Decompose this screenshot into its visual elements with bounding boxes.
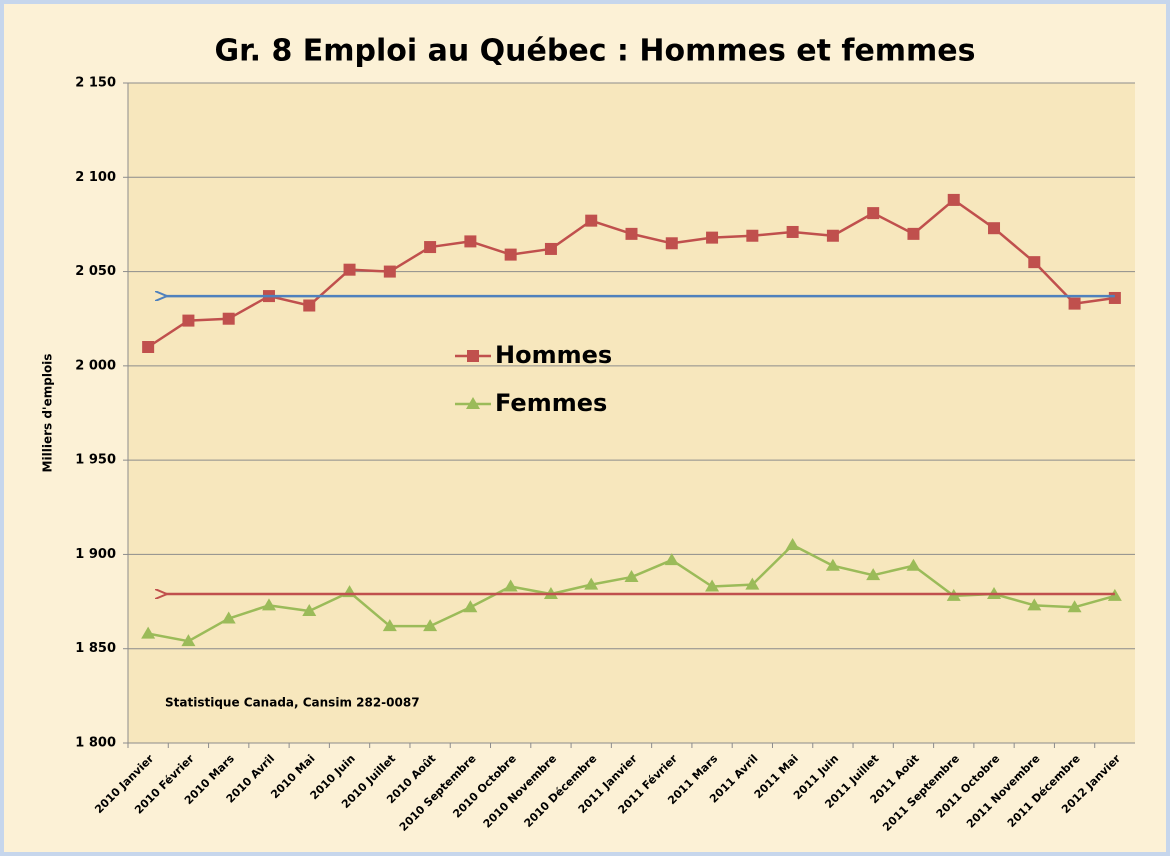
legend-marker [466, 397, 480, 409]
y-tick-label: 2 150 [75, 76, 116, 91]
point-marker [665, 237, 678, 250]
point-marker [1108, 291, 1121, 304]
y-tick-label: 2 100 [75, 170, 116, 185]
y-tick-label: 1 950 [75, 453, 116, 468]
point-marker [261, 598, 276, 611]
point-marker [1028, 256, 1041, 269]
y-tick-label: 1 850 [75, 641, 116, 656]
point-marker [826, 229, 839, 242]
point-marker [181, 634, 196, 647]
point-marker [1067, 600, 1082, 613]
point-marker [302, 604, 317, 616]
point-marker [746, 229, 759, 242]
point-marker [664, 553, 679, 566]
point-marker [584, 577, 599, 590]
point-marker [706, 231, 719, 244]
point-marker [785, 538, 800, 550]
point-marker [503, 579, 518, 592]
point-marker [906, 558, 921, 571]
y-tick-label: 1 800 [75, 736, 116, 751]
point-marker [464, 235, 477, 248]
point-marker [222, 312, 235, 325]
plot-area [128, 83, 1135, 743]
point-marker [825, 558, 840, 571]
point-marker [947, 193, 960, 206]
point-marker [907, 227, 920, 240]
point-marker [382, 619, 397, 632]
legend-marker [467, 350, 479, 362]
point-marker [786, 225, 799, 238]
point-marker [705, 579, 720, 592]
point-marker [383, 265, 396, 278]
point-marker [1068, 297, 1081, 310]
point-marker [625, 227, 638, 240]
point-marker [221, 611, 236, 624]
point-marker [504, 248, 517, 261]
y-tick-label: 2 050 [75, 264, 116, 279]
point-marker [141, 626, 156, 639]
y-tick-label: 1 900 [75, 547, 116, 562]
point-marker [867, 207, 880, 220]
point-marker [624, 570, 639, 583]
point-marker [463, 600, 478, 613]
y-tick-label: 2 000 [75, 358, 116, 373]
point-marker [423, 619, 438, 632]
point-marker [424, 241, 437, 254]
point-marker [544, 242, 557, 255]
point-marker [182, 314, 195, 327]
point-marker [1027, 598, 1042, 611]
point-marker [866, 568, 881, 581]
legend-label: Femmes [495, 389, 607, 417]
y-axis-label: Milliers d'emplois [41, 354, 55, 473]
point-marker [585, 214, 598, 227]
point-marker [745, 577, 760, 590]
chart-title: Gr. 8 Emploi au Québec : Hommes et femme… [214, 34, 975, 69]
legend-label: Hommes [495, 341, 612, 369]
point-marker [343, 263, 356, 276]
source-note: Statistique Canada, Cansim 282-0087 [165, 696, 420, 710]
point-marker [988, 222, 1001, 235]
point-marker [303, 299, 316, 312]
point-marker [142, 341, 155, 353]
